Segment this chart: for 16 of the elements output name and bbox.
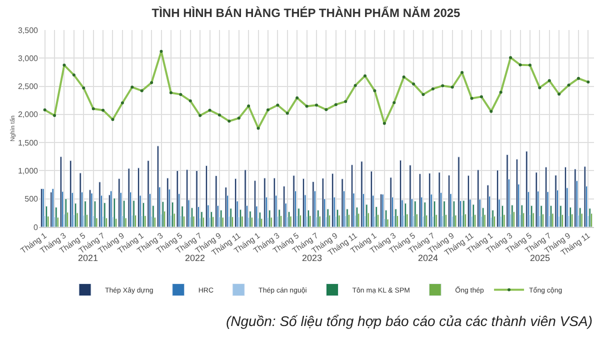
text: 2021 bbox=[78, 253, 98, 263]
y-tick-label: 2,000 bbox=[18, 110, 39, 120]
y-tick-label: 3,000 bbox=[18, 54, 39, 63]
text: 2022 bbox=[185, 253, 206, 263]
text: 2025 bbox=[530, 253, 550, 263]
text: 2024 bbox=[418, 253, 438, 263]
y-tick-label: 1,500 bbox=[18, 138, 39, 148]
y-tick-label: 500 bbox=[24, 194, 39, 204]
y-tick-label: 1,000 bbox=[18, 166, 39, 176]
text: (Nguồn: Số liệu tổng hợp báo cáo của các thành viên VSA) bbox=[226, 313, 592, 329]
line-series bbox=[43, 50, 590, 130]
y-tick-label: 2,500 bbox=[18, 82, 39, 92]
chart-title: TÌNH HÌNH BÁN HÀNG THÉP THÀNH PHẨM NĂM 2025 bbox=[152, 6, 461, 20]
y-tick-label: 0 bbox=[34, 222, 39, 232]
y-tick-label: 3,500 bbox=[18, 26, 39, 35]
text: 2023 bbox=[302, 253, 322, 263]
